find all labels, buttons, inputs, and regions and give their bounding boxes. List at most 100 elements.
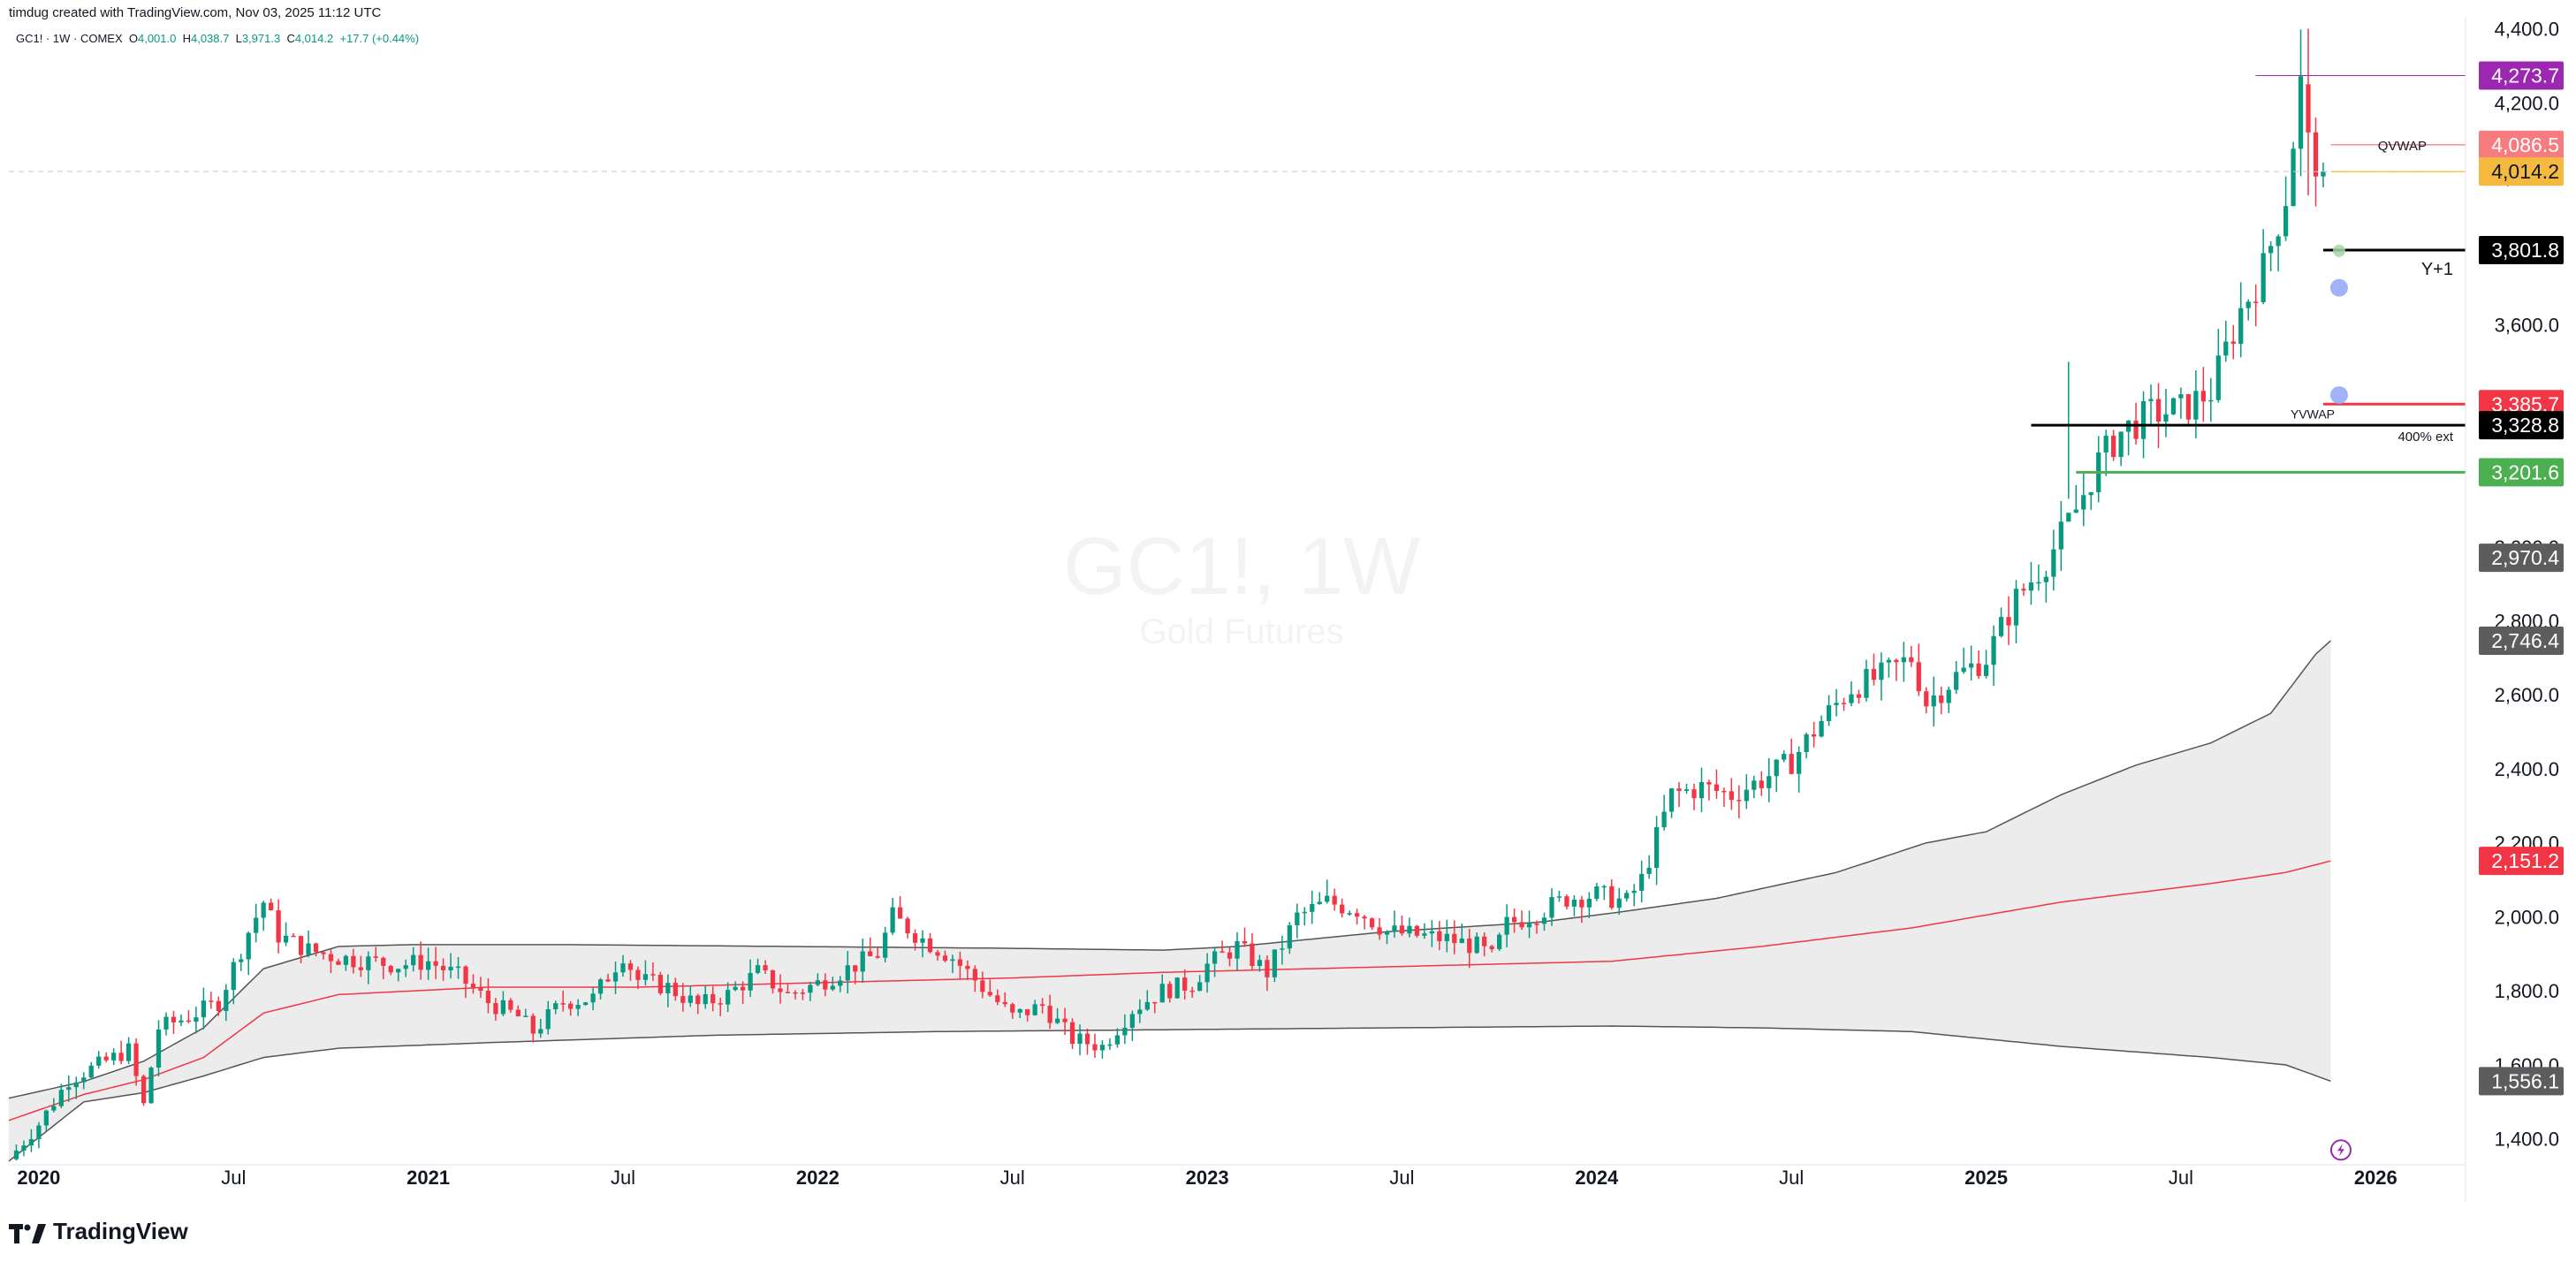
y-tick-label: 1,800.0	[2495, 980, 2559, 1002]
candle-up	[1235, 940, 1240, 959]
candle-up	[838, 980, 843, 986]
candle-down	[785, 992, 791, 993]
price-badge	[2479, 544, 2564, 573]
candle-up	[538, 1029, 543, 1034]
candle-up	[2283, 206, 2289, 237]
candle-up	[1280, 948, 1285, 950]
candle-down	[1811, 734, 1817, 737]
watermark: GC1!, 1W Gold Futures	[1063, 521, 1420, 651]
x-tick-label: Jul	[611, 1167, 635, 1189]
candle-up	[1744, 789, 1749, 802]
candle-down	[1482, 936, 1487, 946]
candle-up	[1137, 1009, 1143, 1015]
price-badge-label: 2,746.4	[2491, 629, 2559, 652]
candle-up	[1549, 897, 1554, 918]
candle-up	[2066, 513, 2071, 522]
candle-down	[972, 969, 977, 981]
price-badge	[2479, 411, 2564, 440]
candle-up	[1556, 896, 1562, 898]
price-badge	[2479, 1067, 2564, 1096]
time-axis[interactable]: 2020 Jul 2021 Jul 2022 Jul 2023 Jul 2024 Jul 2025 J…	[17, 1167, 2397, 1189]
candle-up	[920, 938, 925, 943]
open-value: 4,001.0	[137, 32, 177, 45]
price-badge	[2479, 130, 2564, 159]
price-badge-label: 4,086.5	[2491, 133, 2559, 156]
watermark-name: Gold Futures	[1139, 612, 1343, 651]
candle-up	[2170, 398, 2177, 414]
candle-down	[1437, 931, 1442, 941]
candle-down	[216, 1000, 221, 1011]
candle-up	[2058, 521, 2063, 550]
candle-up	[1683, 789, 1690, 791]
candle-down	[1069, 1022, 1075, 1045]
candle-up	[2028, 582, 2034, 591]
tradingview-brand[interactable]: TradingView	[9, 1218, 188, 1245]
candle-up	[1804, 734, 1809, 752]
candle-up	[1834, 703, 1839, 705]
candle-up	[1107, 1044, 1113, 1046]
candle-down	[1564, 896, 1569, 907]
attribution-text: timdug created with TradingView.com, Nov…	[9, 5, 382, 20]
candle-up	[1325, 895, 1330, 902]
upper-band-line	[8, 640, 2331, 1099]
price-badge	[2479, 236, 2564, 265]
candle-up	[1504, 916, 1509, 935]
candle-down	[2253, 301, 2259, 303]
candle-down	[209, 1000, 214, 1002]
candle-up	[500, 1000, 506, 1015]
candle-down	[418, 954, 423, 970]
candle-down	[2306, 84, 2311, 133]
candle-up	[2291, 148, 2296, 207]
candle-down	[965, 965, 970, 969]
candle-up	[2298, 76, 2304, 149]
candle-up	[642, 974, 649, 980]
candle-down	[1250, 943, 1255, 966]
chart-markers	[2329, 244, 2352, 1161]
candle-down	[672, 983, 678, 997]
candle-up	[1129, 1014, 1135, 1028]
candle-down	[1152, 1001, 1158, 1004]
price-badge-label: 1,556.1	[2491, 1069, 2559, 1092]
candle-up	[366, 956, 371, 970]
candle-up	[1197, 982, 1203, 992]
candle-up	[1571, 900, 1577, 907]
mid-band-line	[8, 860, 2331, 1121]
candle-up	[2268, 246, 2274, 254]
candle-down	[1729, 791, 1735, 801]
lightning-bolt	[2337, 1144, 2344, 1157]
candle-up	[1797, 751, 1802, 774]
candle-up	[156, 1029, 162, 1068]
x-tick-label: Jul	[1389, 1167, 1414, 1189]
marker-dot	[2329, 278, 2348, 297]
candle-down	[1706, 782, 1712, 785]
candle-up	[545, 1009, 551, 1030]
x-tick-label: Jul	[1000, 1167, 1025, 1189]
candle-up	[66, 1087, 72, 1091]
candle-down	[1377, 927, 1382, 935]
candle-down	[763, 965, 768, 970]
candle-up	[426, 961, 431, 970]
candle-up	[239, 959, 244, 962]
candle-down	[388, 965, 393, 973]
candle-up	[2140, 400, 2147, 439]
candle-down	[823, 980, 828, 990]
high-label: H	[182, 32, 191, 45]
candle-down	[298, 936, 304, 955]
candle-down	[1167, 984, 1173, 999]
candle-up	[51, 1106, 57, 1111]
candle-up	[179, 1020, 184, 1023]
candle-up	[1459, 938, 1464, 944]
candle-up	[1526, 924, 1532, 928]
candle-up	[283, 935, 289, 943]
candle-up	[2043, 576, 2048, 582]
candle-up	[590, 993, 596, 1003]
y-tick-label: 4,200.0	[2495, 92, 2559, 114]
candle-down	[1871, 668, 1877, 680]
price-badge-label: 4,273.7	[2491, 64, 2559, 87]
candle-up	[688, 995, 693, 1003]
price-axis[interactable]: 1,400.01,600.01,800.02,000.02,200.02,400…	[2495, 19, 2559, 1151]
candle-up	[890, 907, 895, 933]
x-tick-label: 2022	[796, 1167, 840, 1189]
symbol-line[interactable]: GC1! · 1W · COMEX	[16, 32, 123, 45]
